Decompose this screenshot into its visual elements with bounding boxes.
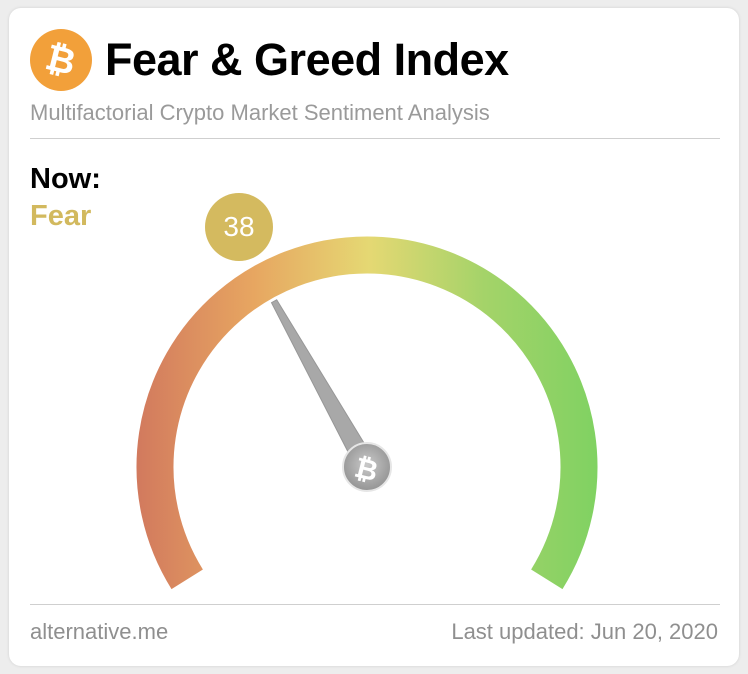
header-divider (30, 138, 720, 139)
source-link[interactable]: alternative.me (30, 619, 169, 644)
bitcoin-logo-icon: ₿ (30, 29, 92, 91)
widget-title: Fear & Greed Index (105, 34, 509, 85)
gauge-arc (136, 236, 598, 590)
fear-greed-widget (9, 8, 739, 666)
last-updated-text: Last updated: Jun 20, 2020 (451, 619, 718, 644)
index-value-badge: 38 (205, 193, 273, 261)
needle-hub-icon (342, 442, 392, 492)
sentiment-classification: Fear (30, 200, 92, 232)
now-label: Now: (30, 163, 101, 195)
footer-divider (30, 604, 720, 605)
widget-subtitle: Multifactorial Crypto Market Sentiment A… (30, 100, 490, 125)
